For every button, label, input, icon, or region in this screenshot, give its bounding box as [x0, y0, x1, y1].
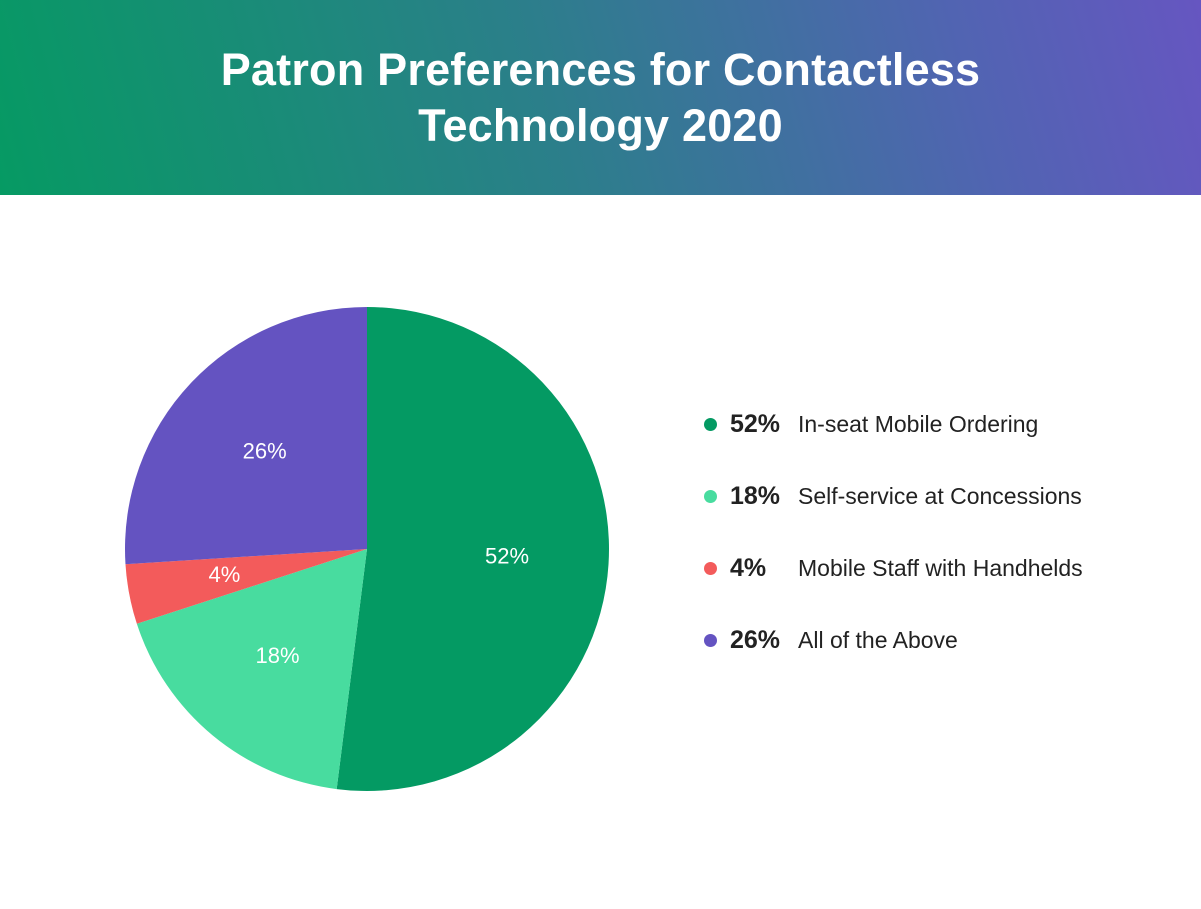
legend-label: All of the Above [798, 626, 958, 653]
legend-dot [704, 633, 717, 647]
chart-header: Patron Preferences for Contactless Techn… [0, 0, 1201, 195]
pie-slice-mobile-staff-with-handhelds [125, 549, 367, 624]
pie-slice-label-all-of-the-above: 26% [243, 439, 287, 464]
legend-percent: 52% [730, 409, 781, 438]
pie-slice-label-in-seat-mobile-ordering: 52% [485, 544, 529, 569]
legend-item-all-of-the-above: 26% All of the Above [704, 618, 1083, 662]
legend-dot [704, 561, 717, 575]
legend-item-mobile-staff-with-handhelds: 4% Mobile Staff with Handhelds [704, 546, 1083, 590]
legend-percent: 18% [730, 481, 781, 510]
legend-percent: 26% [730, 625, 781, 654]
legend-item-self-service-at-concessions: 18% Self-service at Concessions [704, 474, 1083, 518]
pie-slice-all-of-the-above [125, 307, 367, 565]
pie-slice-label-mobile-staff-with-handhelds: 4% [208, 562, 240, 587]
chart-legend: 52% In-seat Mobile Ordering 18% Self-ser… [704, 402, 1083, 690]
pie-slice-label-self-service-at-concessions: 18% [256, 643, 300, 668]
legend-label: In-seat Mobile Ordering [798, 410, 1039, 437]
pie-slice-in-seat-mobile-ordering [336, 307, 610, 792]
pie-chart: 52% 18% 4% 26% [125, 307, 610, 792]
legend-percent: 4% [730, 553, 767, 582]
legend-item-in-seat-mobile-ordering: 52% In-seat Mobile Ordering [704, 402, 1083, 446]
legend-label: Mobile Staff with Handhelds [798, 554, 1083, 581]
chart-title: Patron Preferences for Contactless Techn… [220, 43, 981, 151]
pie-slice-self-service-at-concessions [136, 549, 367, 790]
legend-label: Self-service at Concessions [798, 482, 1082, 509]
legend-dot [704, 489, 717, 503]
legend-dot [704, 417, 717, 431]
